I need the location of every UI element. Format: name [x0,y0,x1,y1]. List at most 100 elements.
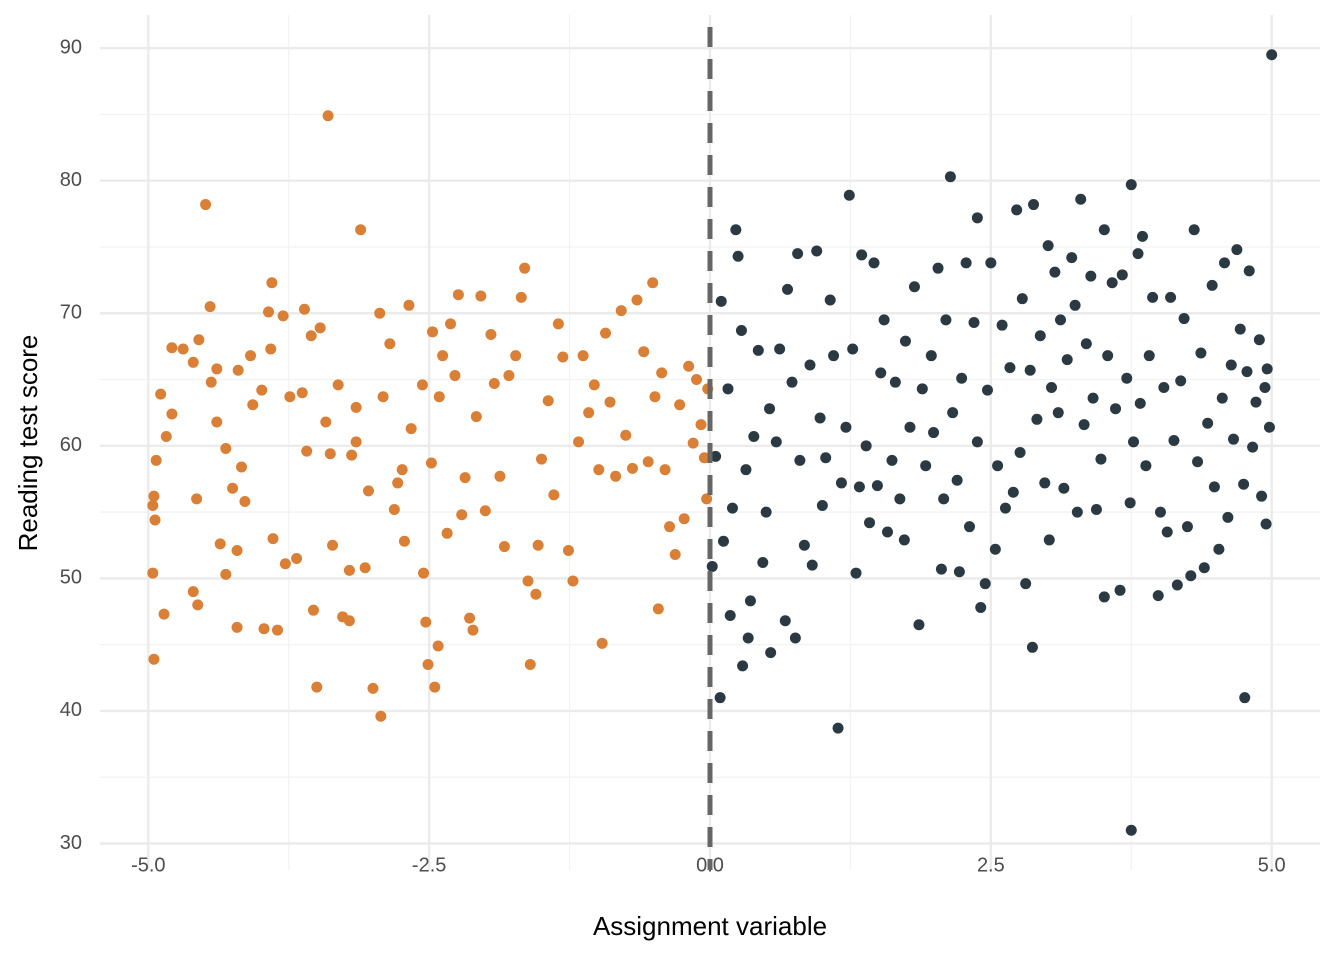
point [1263,421,1275,433]
point [191,493,203,505]
point [1175,375,1187,387]
point [320,416,332,428]
point [678,513,690,525]
point [1016,293,1028,305]
point [1152,590,1164,602]
point [875,367,887,379]
point [1071,506,1083,518]
point [938,493,950,505]
point [691,374,703,386]
point [695,419,707,431]
point [573,436,585,448]
point [396,464,408,476]
point [467,624,479,636]
point [1125,179,1137,191]
point [405,423,417,435]
point [600,327,612,339]
point [956,372,968,384]
y-tick-label: 70 [60,302,82,324]
point [631,294,643,306]
point [291,552,303,564]
point [147,499,159,511]
point [247,399,259,411]
point [820,452,832,464]
point [843,189,855,201]
point [868,257,880,269]
point [824,294,836,306]
point [1085,270,1097,282]
y-tick-label: 30 [60,832,82,854]
point [960,257,972,269]
point [388,503,400,515]
point [1158,381,1170,393]
point [220,442,232,454]
point [992,460,1004,472]
point [279,558,291,570]
point [999,502,1011,514]
point [1098,591,1110,603]
point [422,659,434,671]
point [193,334,205,346]
point [1075,193,1087,205]
point [904,421,916,433]
point [932,262,944,274]
point [542,395,554,407]
point [920,460,932,472]
point [1080,338,1092,350]
x-axis-title: Assignment variable [593,911,827,941]
point [429,681,441,693]
point [192,599,204,611]
point [470,411,482,423]
point [519,262,531,274]
point [1125,824,1137,836]
point [266,277,278,289]
point [488,378,500,390]
point [532,539,544,551]
point [1266,49,1278,61]
point [737,660,749,672]
point [698,452,710,464]
point [706,560,718,572]
point [968,317,980,329]
point [166,342,178,354]
point [847,343,859,355]
point [656,367,668,379]
point [452,289,464,301]
point [832,722,844,734]
point [947,407,959,419]
point [1256,490,1268,502]
point [748,431,760,443]
point [730,224,742,236]
point [256,384,268,396]
point [155,388,167,400]
point [277,310,289,322]
point [1078,419,1090,431]
point [432,640,444,652]
point [1014,446,1026,458]
point [346,449,358,461]
point [1043,534,1055,546]
y-tick-label: 80 [60,169,82,191]
point [479,505,491,517]
point [1195,347,1207,359]
point [377,391,389,403]
point [806,559,818,571]
point [1087,392,1099,404]
point [786,376,798,388]
point [1171,579,1183,591]
point [548,489,560,501]
point [975,602,987,614]
point [1239,692,1251,704]
point [1090,503,1102,515]
point [1225,359,1237,371]
point [535,453,547,465]
point [1046,381,1058,393]
x-tick-label: 2.5 [977,854,1005,876]
point [522,575,534,587]
point [752,344,764,356]
point [1154,506,1166,518]
point [981,384,993,396]
point [324,448,336,460]
point [227,482,239,494]
